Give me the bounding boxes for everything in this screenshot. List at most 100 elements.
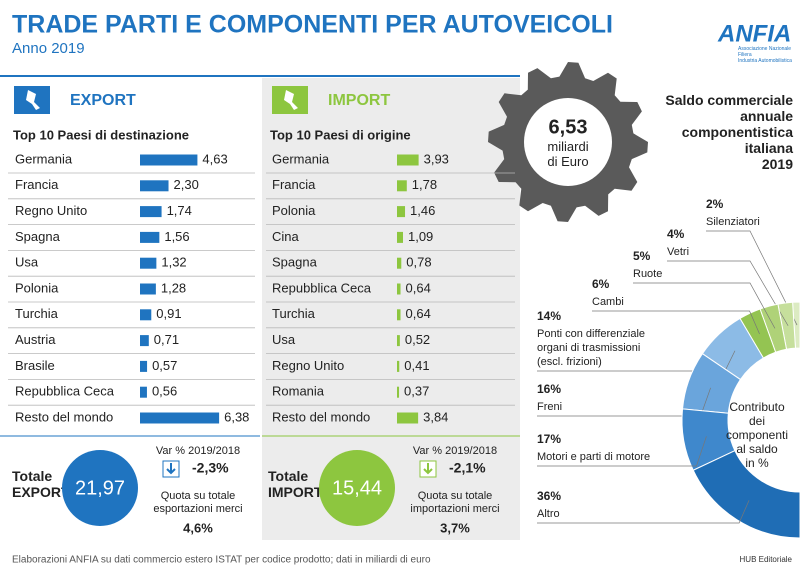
value-label: 1,28	[161, 280, 186, 295]
category-label: Repubblica Ceca	[272, 280, 372, 295]
import-total-label: Totale IMPORT	[268, 468, 323, 500]
bar	[140, 335, 149, 347]
category-label: Resto del mondo	[15, 409, 113, 424]
down-arrow	[423, 463, 433, 475]
balance-value: 6,53	[549, 116, 588, 138]
category-label: Francia	[272, 177, 316, 192]
export-share: 4,6%	[183, 520, 213, 535]
value-label: 1,32	[161, 255, 186, 270]
value-label: 0,37	[404, 384, 429, 399]
credit: HUB Editoriale	[740, 555, 793, 564]
value-label: 0,56	[152, 384, 177, 399]
segment-value: 5%	[633, 249, 651, 263]
import-total: 15,44	[332, 477, 382, 499]
bar	[140, 180, 169, 192]
leader-line	[537, 500, 750, 524]
value-label: 0,52	[405, 332, 430, 347]
segment-value: 16%	[537, 382, 561, 396]
import-total-circle	[319, 450, 395, 526]
bar	[140, 386, 147, 398]
category-label: Usa	[15, 255, 39, 270]
category-label: Resto del mondo	[272, 409, 370, 424]
share-label: Quota su totale importazioni merci	[410, 490, 499, 515]
value-label: 1,74	[167, 203, 192, 218]
logo: ANFIA	[717, 20, 791, 47]
bar	[397, 283, 401, 295]
value-label: 3,93	[424, 151, 449, 166]
segment-label: Motori e parti di motore	[537, 451, 650, 463]
bar	[397, 360, 400, 372]
category-label: Austria	[15, 332, 56, 347]
logo-subtitle: Associazione Nazionale Filiera Industria A…	[738, 46, 792, 64]
value-label: 0,64	[406, 306, 431, 321]
value-label: 0,41	[404, 358, 429, 373]
import-subtitle: Top 10 Paesi di origine	[270, 127, 411, 142]
bar	[140, 231, 160, 243]
var-label: Var % 2019/2018	[156, 445, 240, 457]
category-label: Repubblica Ceca	[15, 384, 115, 399]
category-label: Turchia	[272, 306, 316, 321]
bar	[140, 412, 220, 424]
value-label: 4,63	[202, 151, 227, 166]
bar	[140, 309, 152, 321]
value-label: 0,78	[406, 255, 431, 270]
category-label: Cina	[272, 229, 300, 244]
down-arrow	[166, 463, 176, 475]
bar	[140, 283, 156, 295]
category-label: Germania	[272, 151, 330, 166]
donut-title: Contributo dei componenti al saldo in %	[726, 400, 788, 470]
bar	[397, 386, 400, 398]
bar	[397, 231, 403, 243]
category-label: Romania	[272, 384, 325, 399]
value-label: 0,91	[156, 306, 181, 321]
import-panel	[262, 78, 520, 540]
category-label: Regno Unito	[15, 203, 87, 218]
import-var: -2,1%	[449, 460, 486, 476]
import-share: 3,7%	[440, 520, 470, 535]
value-label: 0,71	[154, 332, 179, 347]
export-total-label: Totale EXPORT	[12, 468, 70, 500]
balance-title: Saldo commerciale annuale componentistica i…	[665, 92, 793, 172]
leader-line	[537, 436, 707, 467]
category-label: Polonia	[272, 203, 316, 218]
category-label: Usa	[272, 332, 296, 347]
bar	[397, 257, 402, 269]
category-label: Brasile	[15, 358, 55, 373]
bar	[397, 180, 407, 192]
segment-value: 2%	[706, 197, 724, 211]
export-title: EXPORT	[70, 92, 136, 109]
balance-unit: miliardi di Euro	[547, 139, 588, 169]
value-label: 3,84	[423, 409, 448, 424]
category-label: Polonia	[15, 280, 59, 295]
segment-value: 36%	[537, 489, 561, 503]
gear-center	[524, 98, 612, 186]
export-var: -2,3%	[192, 460, 229, 476]
italy-shape	[26, 90, 40, 110]
source: Elaborazioni ANFIA su dati commercio est…	[12, 555, 431, 566]
leader-line	[706, 230, 798, 326]
segment-label: Ruote	[633, 268, 662, 280]
export-total: 21,97	[75, 477, 125, 499]
value-label: 2,30	[174, 177, 199, 192]
bar	[140, 206, 162, 218]
italy-shape	[284, 90, 298, 110]
category-label: Germania	[15, 151, 73, 166]
segment-label: Ponti con differenziale organi di trasmis…	[537, 328, 645, 368]
category-label: Regno Unito	[272, 358, 344, 373]
subtitle: Anno 2019	[12, 40, 85, 57]
segment-label: Freni	[537, 401, 562, 413]
segment-value: 4%	[667, 227, 685, 241]
value-label: 0,57	[152, 358, 177, 373]
value-label: 1,78	[412, 177, 437, 192]
value-label: 1,09	[408, 229, 433, 244]
bar	[140, 154, 198, 166]
import-title: IMPORT	[328, 92, 390, 109]
value-label: 1,56	[164, 229, 189, 244]
export-subtitle: Top 10 Paesi di destinazione	[13, 127, 189, 142]
value-label: 0,64	[406, 280, 431, 295]
value-label: 6,38	[224, 409, 249, 424]
leader-line	[592, 310, 760, 335]
segment-label: Cambi	[592, 296, 624, 308]
